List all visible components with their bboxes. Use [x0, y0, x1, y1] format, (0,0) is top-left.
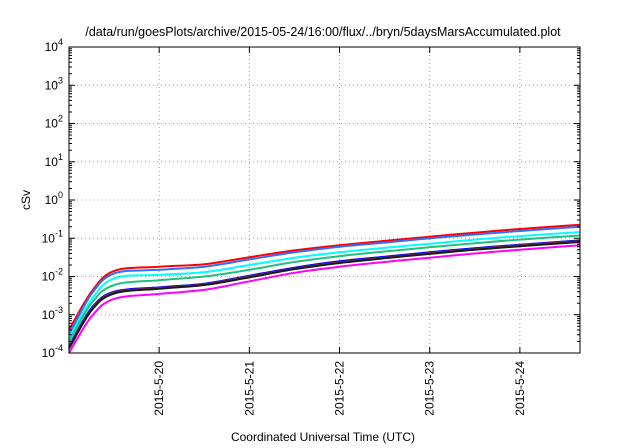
x-tick-label: 2015-5-21 — [242, 361, 256, 416]
y-axis-label: cSv — [19, 190, 33, 210]
y-tick-label: 103 — [45, 75, 63, 92]
y-tick-label: 10-3 — [42, 305, 63, 322]
x-tick-label: 2015-5-22 — [333, 361, 347, 416]
y-tick-label: 101 — [45, 152, 63, 169]
series-line — [68, 239, 581, 347]
y-tick-label: 10-2 — [42, 267, 63, 284]
x-tick-label: 2015-5-20 — [152, 361, 166, 416]
x-tick-label: 2015-5-24 — [513, 361, 527, 416]
y-tick-label: 10-4 — [42, 343, 63, 360]
series-line — [68, 241, 581, 350]
grid-lines — [69, 47, 580, 353]
x-tick-labels: 2015-5-20 2015-5-21 2015-5-22 2015-5-23 2015… — [152, 47, 527, 416]
series-line — [68, 244, 581, 354]
y-tick-label: 102 — [45, 114, 63, 131]
y-tick-labels: 10-4 10-3 10-2 10-1 100 101 102 103 104 — [42, 37, 580, 360]
x-tick-label: 2015-5-23 — [423, 361, 437, 416]
y-tick-label: 104 — [45, 37, 63, 54]
y-tick-label: 100 — [45, 190, 63, 207]
y-tick-label: 10-1 — [42, 228, 63, 245]
series-line — [68, 231, 581, 339]
series-line — [68, 234, 581, 343]
x-axis-label: Coordinated Universal Time (UTC) — [231, 430, 415, 444]
series-lines — [68, 223, 581, 354]
series-line — [68, 225, 581, 336]
series-line — [68, 223, 581, 331]
chart-title: /data/run/goesPlots/archive/2015-05-24/1… — [85, 25, 561, 39]
